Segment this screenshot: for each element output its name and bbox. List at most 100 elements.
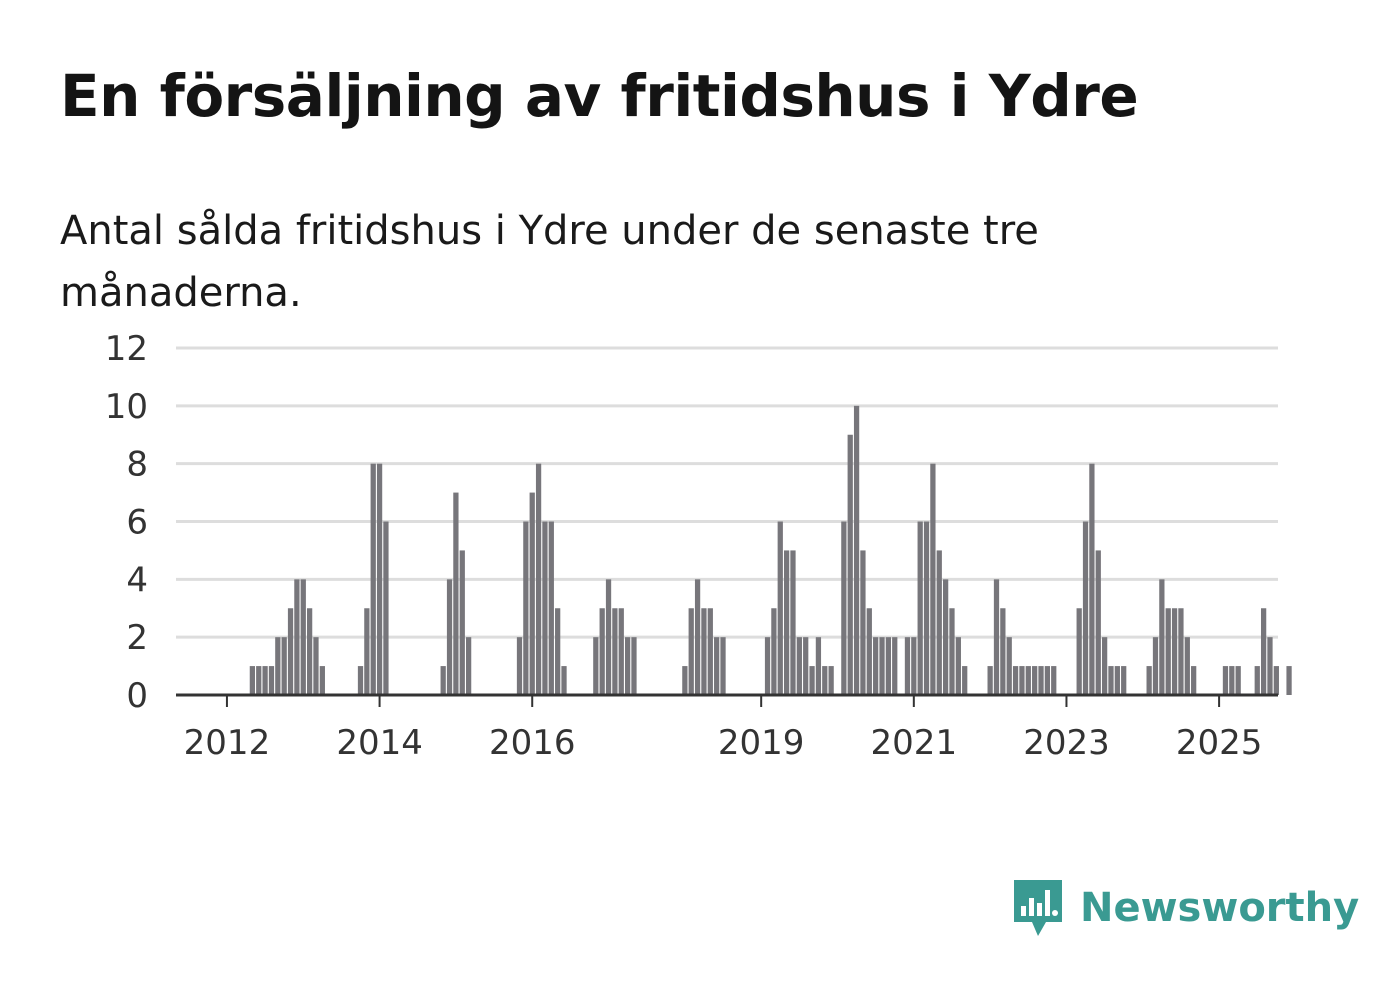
bar — [873, 637, 879, 695]
bar — [841, 521, 847, 695]
bar — [453, 492, 459, 695]
bar — [465, 637, 472, 695]
bar — [822, 666, 828, 695]
bar — [892, 637, 898, 695]
bar — [376, 463, 383, 695]
bar — [809, 666, 815, 695]
gridlines — [176, 346, 1278, 639]
bar — [287, 608, 294, 695]
bar — [624, 637, 631, 695]
bar — [962, 666, 968, 695]
bar — [281, 637, 287, 695]
bar — [783, 550, 790, 695]
y-tick-label: 2 — [126, 618, 148, 658]
bar — [777, 521, 783, 695]
annotations: 1 — [1291, 0, 1313, 9]
bar — [1076, 608, 1082, 695]
y-tick-label: 4 — [126, 560, 148, 600]
bar — [1101, 637, 1108, 695]
bar — [1286, 666, 1292, 695]
bar — [930, 463, 936, 695]
y-tick-label: 8 — [126, 445, 148, 485]
bar — [803, 637, 809, 695]
x-axis-ticks: 2012 2014 2016 2019 2021 2023 2025 — [184, 695, 1262, 763]
bar — [1025, 666, 1031, 695]
bar — [1121, 666, 1127, 695]
bar — [1044, 666, 1051, 695]
bar — [631, 637, 637, 695]
newsworthy-logo-icon — [1014, 880, 1062, 936]
bar — [555, 608, 561, 695]
x-tick-label: 2014 — [336, 723, 423, 763]
x-tick-label: 2012 — [184, 723, 271, 763]
bar — [516, 637, 523, 695]
bar — [523, 521, 529, 695]
bar — [446, 579, 453, 695]
bar — [942, 579, 949, 695]
bar — [1273, 666, 1279, 695]
bar — [1114, 666, 1120, 695]
bar — [612, 608, 618, 695]
bar — [885, 637, 892, 695]
bar — [249, 666, 256, 695]
bar — [1032, 666, 1038, 695]
bar — [771, 608, 777, 695]
bar — [1178, 608, 1184, 695]
bar — [542, 521, 548, 695]
bar — [1184, 637, 1190, 695]
y-tick-label: 0 — [126, 676, 148, 716]
bar — [701, 608, 707, 695]
brand-logo: Newsworthy — [1010, 876, 1359, 940]
bar — [364, 608, 370, 695]
bar — [828, 666, 834, 695]
bar — [275, 637, 281, 695]
bar — [682, 666, 688, 695]
bar — [561, 666, 567, 695]
bar — [764, 637, 771, 695]
x-tick-label: 2023 — [1023, 723, 1110, 763]
bar — [955, 637, 961, 695]
bar — [605, 579, 612, 695]
bar — [459, 550, 465, 695]
bar — [357, 666, 364, 695]
chart-title: En försäljning av fritidshus i Ydre — [60, 62, 1139, 130]
bar — [714, 637, 720, 695]
bar — [306, 608, 313, 695]
bar — [815, 637, 822, 695]
bar — [1159, 579, 1165, 695]
bar — [911, 637, 917, 695]
bar — [256, 666, 262, 695]
bar — [599, 608, 605, 695]
bar — [1222, 666, 1229, 695]
bar — [440, 666, 446, 695]
bar — [262, 666, 268, 695]
bar — [987, 666, 993, 695]
bar — [847, 434, 853, 695]
bar — [618, 608, 624, 695]
bar — [1006, 637, 1012, 695]
bar — [688, 608, 694, 695]
bar — [1152, 637, 1159, 695]
bar — [796, 637, 802, 695]
bar — [313, 637, 319, 695]
bar — [1038, 666, 1044, 695]
bar — [548, 521, 554, 695]
bar — [860, 550, 866, 695]
bar — [319, 666, 325, 695]
bar — [294, 579, 300, 695]
bar — [1191, 666, 1197, 695]
bar — [1000, 608, 1006, 695]
y-axis-ticks: 0 2 4 6 8 10 12 — [105, 329, 148, 716]
bar — [535, 463, 542, 695]
bar — [904, 637, 911, 695]
bar — [1019, 666, 1025, 695]
bar — [866, 608, 872, 695]
bars — [249, 405, 1292, 695]
y-tick-label: 10 — [105, 387, 148, 427]
bar — [1146, 666, 1152, 695]
chart-subtitle: Antal sålda fritidshus i Ydre under de s… — [60, 208, 1039, 316]
bar — [529, 492, 535, 695]
bar — [370, 463, 376, 695]
y-tick-label: 6 — [126, 503, 148, 543]
